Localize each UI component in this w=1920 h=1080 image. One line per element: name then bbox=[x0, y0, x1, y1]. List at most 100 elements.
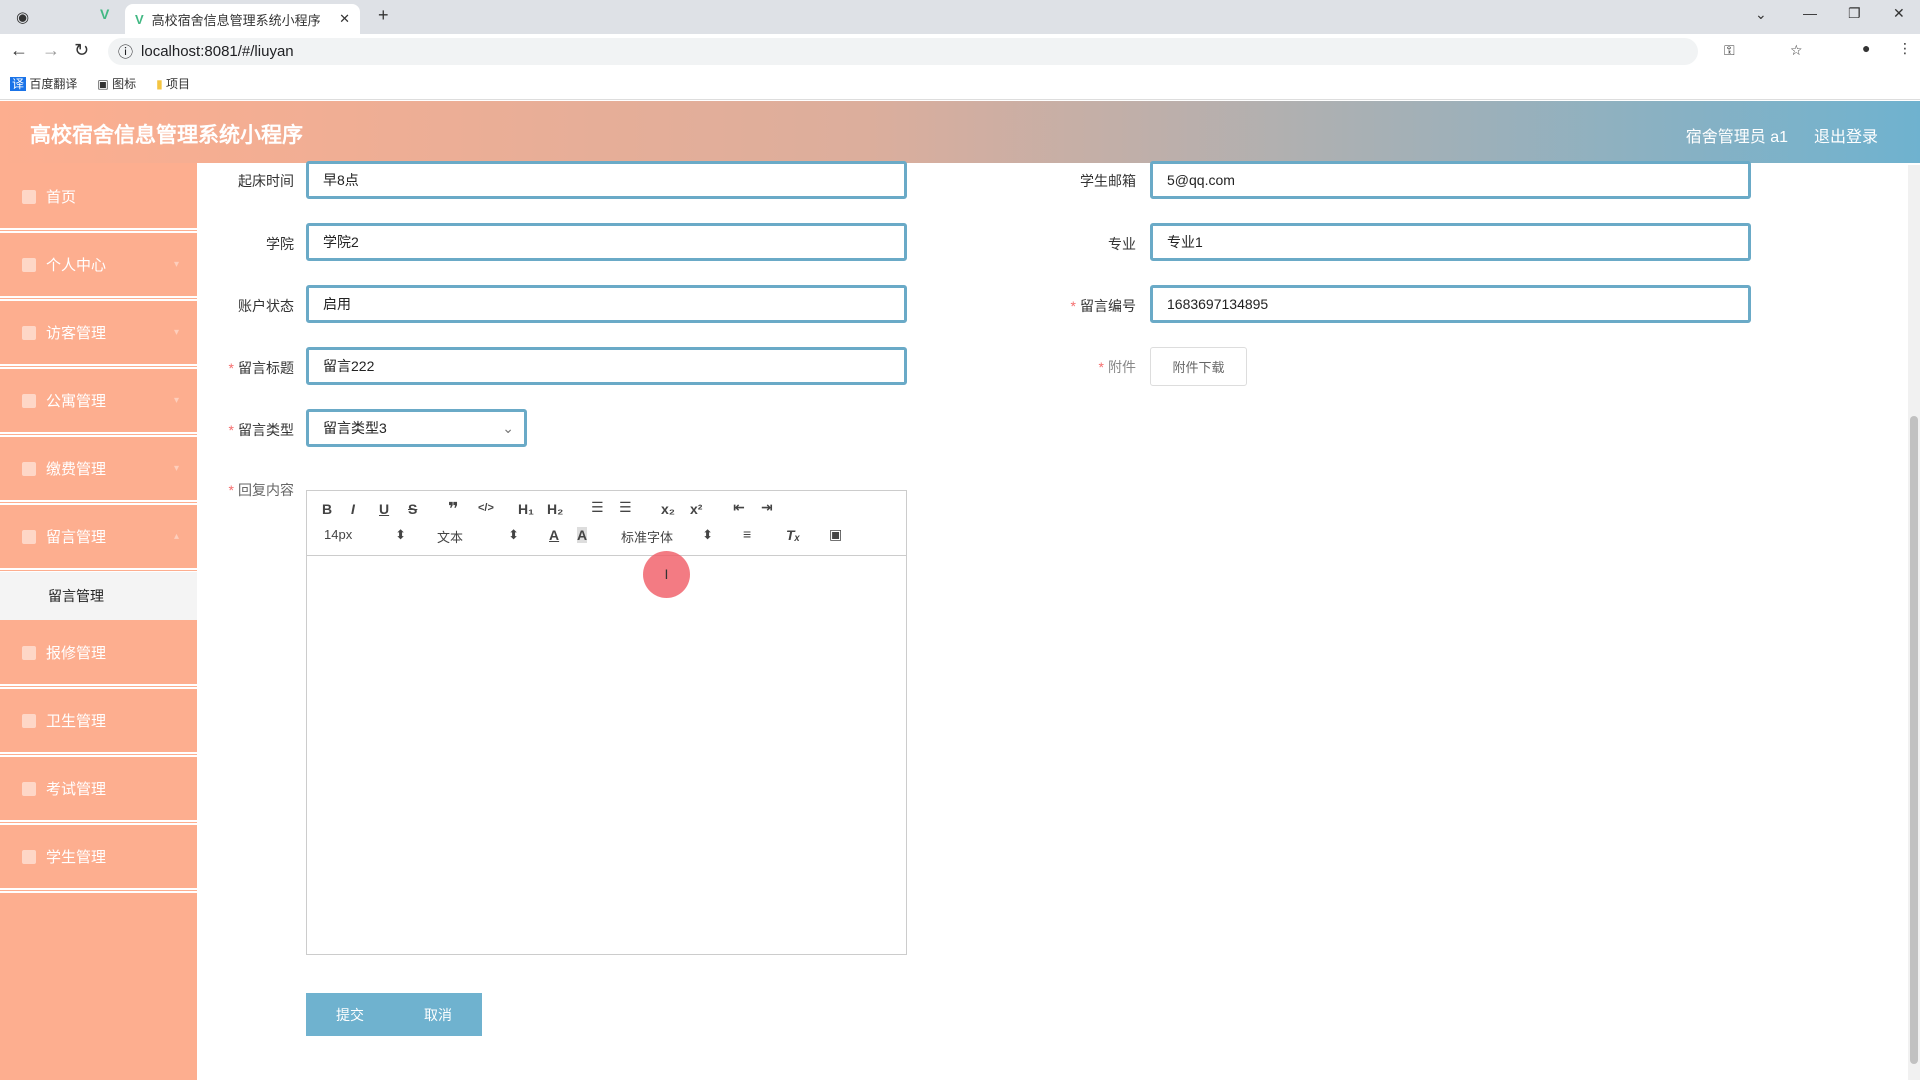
field-label: * 回复内容 bbox=[228, 482, 294, 498]
select-value: 标准字体 bbox=[621, 530, 674, 545]
rich-text-editor: B I U S ❞ </> H₁ H₂ ☰ ☰ x₂ x² ⇤ ⇥ 14px ⬍ … bbox=[306, 490, 907, 955]
message-type-select[interactable]: 留言类型3 ⌄ bbox=[306, 409, 527, 447]
outdent-icon[interactable]: ⇤ bbox=[733, 499, 745, 515]
select-value: 留言类型3 bbox=[323, 420, 387, 436]
wake-time-input[interactable]: 早8点 bbox=[306, 161, 907, 199]
font-size-select[interactable]: 14px ⬍ bbox=[324, 527, 414, 542]
sidebar-label: 首页 bbox=[46, 189, 77, 206]
sidebar-item-repairs[interactable]: 报修管理 bbox=[0, 621, 197, 689]
close-tab-icon[interactable]: ✕ bbox=[339, 11, 350, 26]
sidebar-label: 访客管理 bbox=[46, 325, 107, 342]
bookmarks-bar: 译 百度翻译 ▣ 图标 ▮ 项目 bbox=[0, 68, 1920, 100]
sidebar-item-exams[interactable]: 考试管理 bbox=[0, 757, 197, 825]
image-icon[interactable]: ▣ bbox=[829, 526, 843, 542]
sidebar-item-apartments[interactable]: 公寓管理 ▾ bbox=[0, 369, 197, 437]
vue-icon[interactable]: V bbox=[100, 6, 110, 22]
label-text: 留言类型 bbox=[238, 422, 294, 438]
sidebar-label: 留言管理 bbox=[46, 529, 107, 546]
submit-button[interactable]: 提交 bbox=[306, 993, 394, 1036]
app-title: 高校宿舍信息管理系统小程序 bbox=[30, 124, 303, 147]
url-text: localhost:8081/#/liuyan bbox=[141, 43, 294, 60]
browser-tab[interactable]: V 高校宿舍信息管理系统小程序 ✕ bbox=[125, 4, 360, 34]
bookmark-translate[interactable]: 译 百度翻译 bbox=[10, 75, 77, 92]
current-user: 宿舍管理员 a1 bbox=[1685, 129, 1788, 146]
sidebar-item-payments[interactable]: 缴费管理 ▾ bbox=[0, 437, 197, 505]
close-window-icon[interactable]: ✕ bbox=[1893, 5, 1905, 21]
select-value: 14px bbox=[324, 527, 353, 542]
menu-icon[interactable]: ⋮ bbox=[1898, 40, 1912, 56]
sidebar-label: 学生管理 bbox=[46, 849, 107, 866]
back-icon[interactable]: ← bbox=[10, 40, 28, 60]
field-label: 起床时间 bbox=[238, 173, 294, 189]
chevron-icon: ▾ bbox=[173, 463, 179, 474]
bookmark-project[interactable]: ▮ 项目 bbox=[156, 75, 190, 92]
tab-search-icon[interactable]: ⌄ bbox=[1755, 6, 1767, 22]
forward-icon[interactable]: → bbox=[42, 40, 60, 60]
bookmark-label: 图标 bbox=[112, 77, 137, 91]
label-text: 附件 bbox=[1108, 359, 1136, 375]
globe-icon[interactable]: ◉ bbox=[16, 9, 30, 26]
message-number-input[interactable]: 1683697134895 bbox=[1150, 285, 1751, 323]
cancel-button[interactable]: 取消 bbox=[394, 993, 482, 1036]
sidebar-item-hygiene[interactable]: 卫生管理 bbox=[0, 689, 197, 757]
profile-icon[interactable]: ● bbox=[1862, 40, 1871, 56]
sidebar-item-home[interactable]: 首页 bbox=[0, 165, 197, 233]
align-icon[interactable]: ≡ bbox=[743, 526, 752, 542]
underline-icon[interactable]: U bbox=[379, 501, 390, 517]
header-select[interactable]: 文本 ⬍ bbox=[437, 527, 527, 546]
bookmark-icons[interactable]: ▣ 图标 bbox=[97, 75, 136, 92]
blockquote-icon[interactable]: ❞ bbox=[448, 499, 459, 519]
bullet-list-icon[interactable]: ☰ bbox=[619, 499, 632, 515]
restore-icon[interactable]: ❐ bbox=[1848, 5, 1861, 21]
tab-title: 高校宿舍信息管理系统小程序 bbox=[151, 12, 321, 28]
star-icon[interactable]: ☆ bbox=[1790, 42, 1803, 58]
cursor-indicator: I bbox=[643, 551, 690, 598]
sidebar-item-messages[interactable]: 留言管理 ▴ bbox=[0, 505, 197, 573]
editor-content-area[interactable] bbox=[307, 556, 906, 954]
sidebar-item-students[interactable]: 学生管理 bbox=[0, 825, 197, 893]
code-icon[interactable]: </> bbox=[478, 502, 494, 514]
logout-link[interactable]: 退出登录 bbox=[1813, 129, 1878, 146]
superscript-icon[interactable]: x² bbox=[690, 501, 703, 517]
exam-icon bbox=[22, 781, 36, 796]
field-label: * 附件 bbox=[1098, 359, 1136, 375]
h1-icon[interactable]: H₁ bbox=[518, 501, 534, 517]
label-text: 留言标题 bbox=[238, 360, 294, 376]
editor-toolbar: B I U S ❞ </> H₁ H₂ ☰ ☰ x₂ x² ⇤ ⇥ 14px ⬍ … bbox=[307, 491, 906, 556]
subscript-icon[interactable]: x₂ bbox=[661, 501, 676, 517]
new-tab-icon[interactable]: + bbox=[378, 5, 389, 25]
bold-icon[interactable]: B bbox=[322, 501, 333, 517]
font-family-select[interactable]: 标准字体 ⬍ bbox=[621, 527, 721, 546]
reload-icon[interactable]: ↻ bbox=[74, 40, 90, 60]
key-icon[interactable]: ⚿ bbox=[1724, 42, 1735, 58]
translate-icon: 译 bbox=[10, 77, 27, 91]
clear-format-icon[interactable]: Tₓ bbox=[786, 527, 801, 543]
font-color-icon[interactable]: A bbox=[549, 527, 560, 543]
updown-icon: ⬍ bbox=[508, 527, 519, 542]
major-input[interactable]: 专业1 bbox=[1150, 223, 1751, 261]
scrollbar-thumb[interactable] bbox=[1910, 416, 1918, 1064]
download-attachment-button[interactable]: 附件下载 bbox=[1150, 347, 1247, 386]
indent-icon[interactable]: ⇥ bbox=[761, 499, 773, 515]
url-input[interactable]: ⓘ localhost:8081/#/liuyan bbox=[108, 38, 1698, 65]
sidebar-item-visitors[interactable]: 访客管理 ▾ bbox=[0, 301, 197, 369]
background-color-icon[interactable]: A bbox=[577, 527, 588, 543]
field-label: 账户状态 bbox=[238, 298, 294, 314]
message-icon bbox=[22, 529, 36, 544]
ordered-list-icon[interactable]: ☰ bbox=[591, 499, 604, 515]
sidebar-item-profile[interactable]: 个人中心 ▾ bbox=[0, 233, 197, 301]
account-status-input[interactable]: 启用 bbox=[306, 285, 907, 323]
italic-icon[interactable]: I bbox=[351, 501, 355, 517]
chevron-icon: ▴ bbox=[173, 531, 179, 542]
minimize-icon[interactable]: — bbox=[1803, 5, 1817, 21]
sidebar-label: 卫生管理 bbox=[46, 713, 107, 730]
browser-tab-bar: ◉ V V 高校宿舍信息管理系统小程序 ✕ + ⌄ — ❐ ✕ bbox=[0, 0, 1920, 34]
college-input[interactable]: 学院2 bbox=[306, 223, 907, 261]
sidebar-subitem-messages[interactable]: 留言管理 bbox=[0, 572, 197, 620]
strike-icon[interactable]: S bbox=[408, 501, 418, 517]
h2-icon[interactable]: H₂ bbox=[547, 501, 564, 517]
bookmark-label: 百度翻译 bbox=[29, 77, 78, 91]
student-email-input[interactable]: 5@qq.com bbox=[1150, 161, 1751, 199]
field-label: 学院 bbox=[266, 236, 294, 252]
message-title-input[interactable]: 留言222 bbox=[306, 347, 907, 385]
